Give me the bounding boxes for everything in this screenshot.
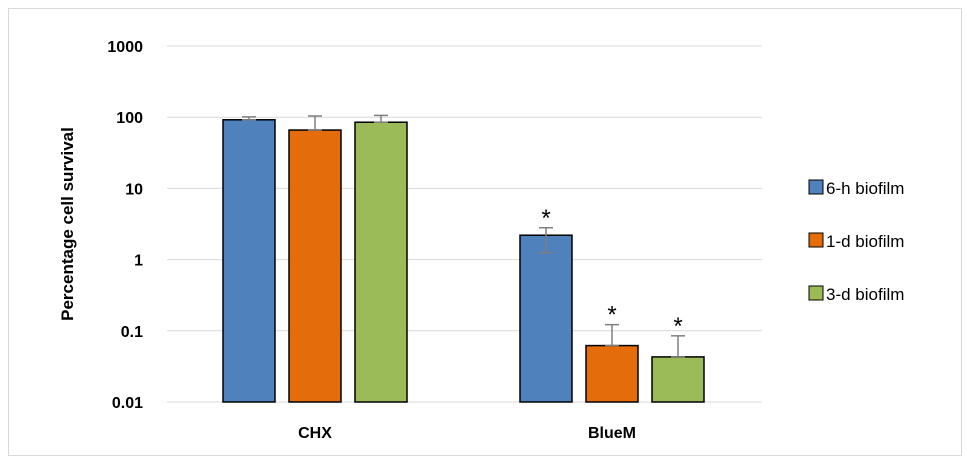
bar-1-d-biofilm-CHX	[288, 129, 342, 403]
y-tick-label: 0.01	[112, 395, 143, 412]
x-category-label: BlueM	[588, 425, 636, 442]
legend-label: 6-h biofilm	[826, 179, 904, 198]
y-axis-ticks: 1000 100 10 1 0.1 0.01	[107, 39, 143, 412]
significance-marker: *	[541, 205, 550, 232]
bar-3-d-biofilm-BlueM	[651, 356, 705, 403]
x-category-label: CHX	[298, 425, 332, 442]
legend-swatch	[808, 232, 824, 248]
bar-6-h-biofilm-CHX	[222, 119, 276, 403]
bars: * * *	[222, 114, 705, 403]
y-axis-title: Percentage cell survival	[58, 127, 77, 321]
bar-3-d-biofilm-CHX	[354, 121, 408, 403]
x-axis-categories: CHX BlueM	[298, 425, 636, 442]
legend-swatch	[808, 179, 824, 195]
y-tick-label: 10	[125, 181, 143, 198]
y-tick-label: 1000	[107, 39, 143, 56]
y-tick-label: 1	[134, 253, 143, 270]
legend-label: 1-d biofilm	[826, 232, 904, 251]
y-tick-label: 0.1	[121, 324, 143, 341]
chart-frame	[8, 8, 962, 456]
legend-swatch	[808, 285, 824, 301]
y-tick-label: 100	[116, 110, 143, 127]
bar-1-d-biofilm-BlueM	[585, 344, 639, 403]
significance-marker: *	[673, 313, 682, 340]
legend: 6-h biofilm 1-d biofilm 3-d biofilm	[808, 179, 904, 304]
bar-6-h-biofilm-BlueM	[519, 234, 573, 403]
legend-label: 3-d biofilm	[826, 285, 904, 304]
significance-marker: *	[607, 302, 616, 329]
